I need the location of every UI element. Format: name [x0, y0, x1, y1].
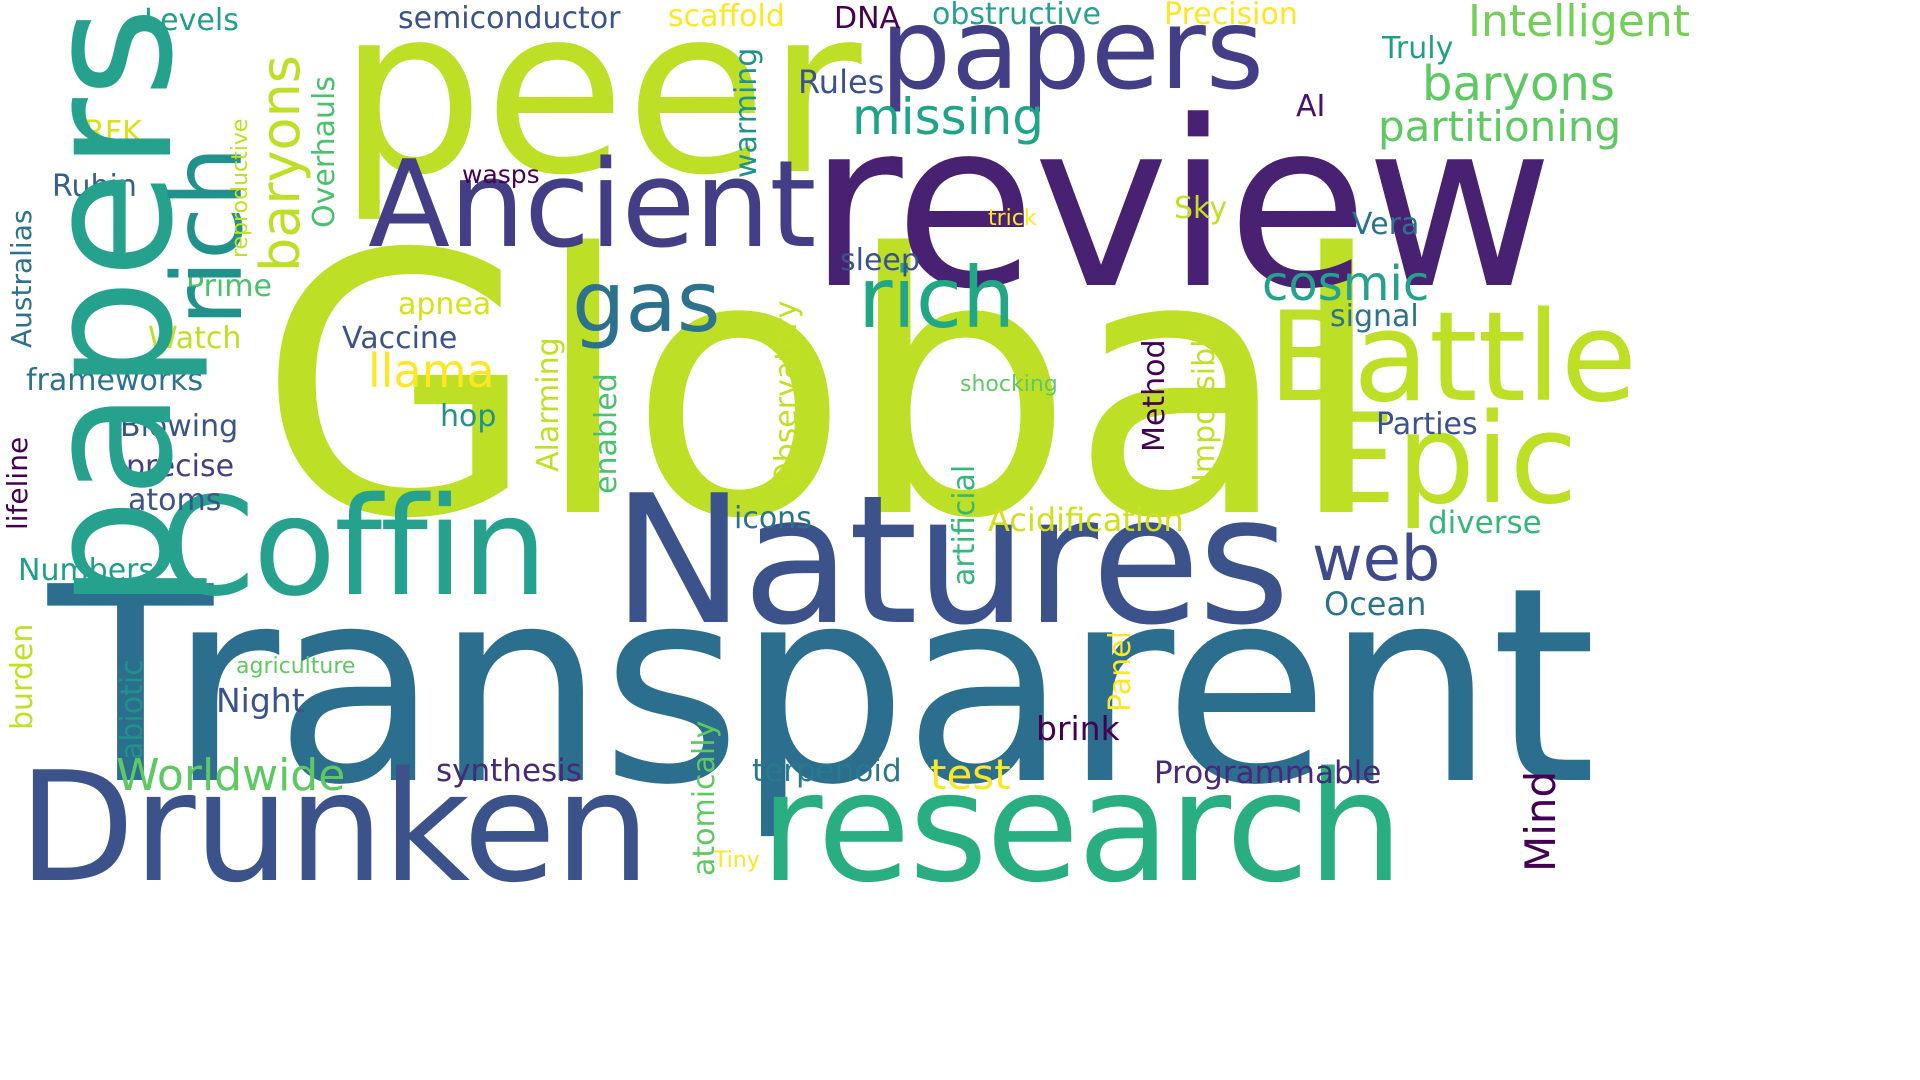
word-artificial: artificial [947, 464, 982, 586]
word-australias: Australias [5, 209, 38, 348]
word-blowing: Blowing [120, 409, 239, 444]
word-rfk: RFK [84, 115, 142, 150]
word-tiny: Tiny [714, 848, 760, 873]
word-partitioning: missing [852, 88, 1045, 146]
word-precision: Precision [1164, 0, 1298, 32]
word-impossible: Impossible [1187, 321, 1222, 482]
word-cosmic: rich [858, 249, 1016, 347]
word-baryons: baryons [249, 55, 312, 272]
word-sky: Sky [1174, 191, 1228, 226]
word-terpenoid: terpenoid [752, 753, 902, 789]
word-truly: baryons [1422, 56, 1615, 112]
word-diverse: diverse [1428, 505, 1542, 541]
word-watch: Watch [148, 321, 242, 356]
word-overhauls: Overhauls [307, 75, 342, 228]
word-future: test [930, 750, 1011, 799]
word-review: review [808, 73, 1554, 340]
word-acidification: Acidification [988, 501, 1184, 539]
word-abiotic: abiotic [115, 659, 150, 760]
word-alarming: Alarming [531, 337, 566, 472]
word-intelligent: cosmic [1262, 256, 1430, 312]
word-obstructive: obstructive [932, 0, 1101, 32]
word-synthesis: synthesis [436, 753, 582, 789]
word-test: Rules [798, 63, 885, 101]
word-shocking: shocking [960, 372, 1058, 397]
word-ai: Intelligent [1468, 0, 1690, 47]
word-reproductive: reproductive [228, 118, 253, 258]
word-vera: Vera [1352, 207, 1420, 242]
word-peer: peer [338, 0, 862, 226]
word-wasps: wasps [462, 160, 540, 189]
word-agriculture: agriculture [236, 654, 356, 679]
word-night: Night [216, 681, 305, 720]
word-brink: brink [1036, 709, 1120, 748]
word-ocean: Ocean [1324, 585, 1427, 623]
word-scaffold: scaffold [668, 0, 785, 34]
word-dna: DNA [834, 1, 901, 36]
word-rubin: Rubin [52, 169, 137, 204]
word-epic: Battle [1268, 286, 1638, 430]
word-apnea: apnea [398, 287, 492, 322]
word-trick: trick [988, 206, 1037, 231]
word-numbers: Numbers [18, 553, 155, 588]
word-hop: hop [440, 399, 497, 434]
word-mind: AI [1296, 89, 1326, 124]
word-burden: burden [5, 623, 40, 730]
word-warming: warming [729, 47, 764, 178]
word-transparent: Transparent [48, 529, 1597, 844]
word-llama: llama [368, 344, 495, 398]
word-observatory: Observatory [769, 300, 804, 486]
word-global: Global [258, 178, 1386, 597]
word-missing: web [1312, 522, 1441, 595]
word-icons: icons [734, 501, 812, 536]
word-rules: partitioning [1378, 102, 1622, 151]
word-programmable: Programmable [1154, 755, 1382, 791]
word-panel: Panel [1103, 631, 1138, 712]
word-lifeline: lifeline [1, 436, 34, 530]
word-drunken: Drunken [18, 739, 651, 916]
word-natures: Natures [612, 457, 1290, 664]
word-web: gas [572, 253, 721, 351]
word-sleep: sleep [840, 243, 920, 278]
word-vaccine: Vaccine [342, 321, 458, 356]
word-coffin: Ancient [368, 136, 816, 275]
word-precise: precise [126, 449, 235, 484]
word-variants: Worldwide [116, 750, 346, 801]
word-atomically: atomically [687, 720, 722, 876]
word-semiconductor: semiconductor [398, 1, 621, 36]
word-atoms: atoms [128, 483, 222, 518]
word-enabled: enabled [589, 373, 624, 494]
word-frameworks: frameworks [26, 363, 204, 398]
word-signal: signal [1330, 299, 1419, 334]
word-gas: Epic [1318, 388, 1578, 532]
word-worldwide: Truly [1382, 31, 1454, 66]
word-ancient: papers [880, 0, 1265, 115]
word-method: Method [1137, 339, 1172, 452]
word-prime: Prime [186, 269, 272, 304]
word-parties: Parties [1376, 407, 1478, 442]
word-antibodies: Mind [1516, 770, 1565, 872]
word-battle: Coffin [160, 469, 548, 627]
word-research: research [760, 739, 1404, 916]
word-levels: Levels [144, 3, 239, 38]
